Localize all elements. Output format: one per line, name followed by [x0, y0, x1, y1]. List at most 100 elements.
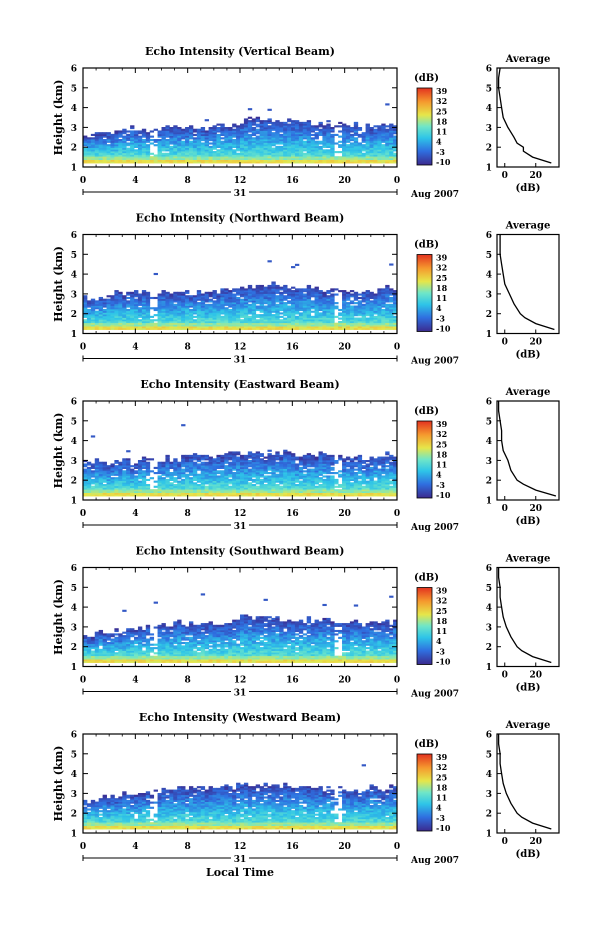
- heat-cell: [134, 463, 139, 466]
- heat-cell: [185, 319, 190, 322]
- heat-cell: [294, 487, 300, 490]
- heat-cell: [377, 298, 382, 301]
- heat-cell: [165, 156, 170, 159]
- heat-cell: [326, 149, 331, 152]
- heat-cell: [338, 140, 343, 143]
- heat-cell: [259, 454, 264, 457]
- heat-cell: [192, 310, 198, 313]
- heat-cell: [314, 492, 319, 495]
- heat-cell: [106, 147, 111, 150]
- heat-cell: [287, 307, 292, 310]
- heat-cell: [287, 127, 292, 130]
- heat-cell: [106, 159, 111, 162]
- heat-cell: [345, 135, 351, 138]
- heat-cell: [165, 310, 170, 313]
- heat-cell: [212, 156, 217, 159]
- heat-cell: [283, 127, 288, 130]
- heat-cell: [251, 288, 257, 291]
- heat-cell: [118, 147, 123, 150]
- heat-cell: [373, 151, 378, 154]
- heat-cell: [228, 315, 233, 318]
- heat-cell: [259, 475, 264, 478]
- heat-cell: [169, 327, 174, 330]
- heat-cell: [263, 461, 268, 464]
- heat-cell: [279, 156, 284, 159]
- heat-cell: [330, 307, 335, 310]
- heat-cell: [126, 489, 131, 492]
- heat-cell: [275, 473, 280, 476]
- heat-cell: [106, 477, 111, 480]
- heat-cell: [224, 142, 229, 145]
- heat-cell: [94, 468, 100, 471]
- heat-cell: [345, 315, 351, 318]
- heat-cell: [318, 147, 323, 150]
- heat-cell: [153, 490, 158, 494]
- heat-cell: [385, 314, 390, 317]
- heat-cell: [137, 466, 143, 469]
- heat-cell: [291, 300, 296, 303]
- heat-cell: [110, 466, 115, 469]
- heat-cell: [126, 450, 131, 453]
- heat-cell: [114, 290, 119, 293]
- heat-cell: [204, 487, 210, 490]
- heat-cell: [377, 293, 382, 296]
- heat-cell: [306, 161, 312, 164]
- heat-cell: [287, 142, 292, 145]
- heat-cell: [318, 473, 323, 476]
- heat-cell: [389, 135, 394, 138]
- heat-cell: [314, 463, 319, 466]
- heat-cell: [240, 461, 245, 464]
- heat-cell: [90, 465, 96, 468]
- heat-cell: [322, 149, 327, 152]
- heat-cell: [275, 127, 280, 130]
- heat-cell: [161, 317, 166, 320]
- heat-cell: [157, 296, 162, 300]
- heat-cell: [381, 314, 386, 317]
- heat-cell: [224, 137, 229, 140]
- heat-cell: [130, 487, 135, 490]
- heat-cell: [279, 472, 284, 475]
- heat-cell: [137, 324, 143, 327]
- heat-cell: [216, 159, 221, 162]
- heat-cell: [251, 144, 257, 147]
- heat-cell: [310, 326, 315, 329]
- heat-cell: [86, 315, 92, 318]
- heat-cell: [114, 461, 119, 464]
- heat-cell: [224, 453, 229, 456]
- heat-cell: [149, 326, 155, 329]
- heat-cell: [83, 327, 88, 330]
- heat-cell: [161, 490, 166, 494]
- heat-cell: [126, 458, 131, 461]
- heat-cell: [373, 320, 378, 324]
- heat-cell: [393, 290, 398, 293]
- heat-cell: [389, 317, 394, 320]
- heat-cell: [318, 463, 323, 466]
- heat-cell: [377, 152, 382, 155]
- heat-cell: [314, 327, 319, 330]
- heat-cell: [275, 326, 280, 329]
- heat-cell: [240, 324, 245, 327]
- heat-cell: [267, 135, 272, 138]
- heat-cell: [165, 300, 170, 303]
- heat-cell: [181, 140, 186, 143]
- heat-cell: [361, 156, 367, 159]
- heat-cell: [373, 312, 378, 315]
- heat-cell: [212, 133, 217, 136]
- heat-cell: [145, 466, 151, 469]
- heat-cell: [86, 145, 92, 148]
- heat-cell: [294, 456, 300, 459]
- heat-cell: [106, 322, 111, 325]
- heat-cell: [361, 303, 367, 306]
- heat-cell: [353, 475, 359, 478]
- heat-cell: [90, 156, 96, 159]
- heat-cell: [212, 460, 217, 463]
- heat-cell: [177, 308, 182, 312]
- heat-cell: [185, 489, 190, 492]
- heat-cell: [161, 477, 166, 480]
- heat-cell: [149, 489, 155, 492]
- heat-cell: [212, 303, 217, 306]
- heat-cell: [122, 492, 127, 495]
- heat-cell: [255, 478, 261, 481]
- heat-cell: [334, 460, 339, 463]
- heat-cell: [247, 142, 253, 145]
